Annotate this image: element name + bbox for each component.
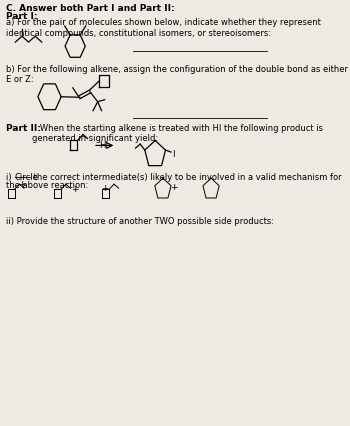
Text: HI: HI [99,141,108,150]
Text: i): i) [6,173,14,182]
Text: +: + [18,180,25,189]
Text: C. Answer both Part I and Part II:: C. Answer both Part I and Part II: [6,4,175,13]
Text: the above reaction:: the above reaction: [6,181,88,190]
Text: Part I:: Part I: [6,12,37,21]
Text: +: + [102,184,109,193]
Text: b) For the following alkene, assign the configuration of the double bond as eith: b) For the following alkene, assign the … [6,65,348,84]
Text: +: + [170,183,178,192]
Text: Circle: Circle [15,173,38,182]
Text: When the starting alkene is treated with HI the following product is
generated i: When the starting alkene is treated with… [33,123,323,143]
Text: I: I [172,150,174,159]
Text: a) For the pair of molecules shown below, indicate whether they represent
identi: a) For the pair of molecules shown below… [6,18,321,37]
Text: Part II:: Part II: [6,123,41,132]
Text: +: + [71,185,79,194]
Text: the correct intermediate(s) likely to be involved in a valid mechanism for: the correct intermediate(s) likely to be… [31,173,342,182]
Text: ii) Provide the structure of another TWO possible side products:: ii) Provide the structure of another TWO… [6,216,274,225]
